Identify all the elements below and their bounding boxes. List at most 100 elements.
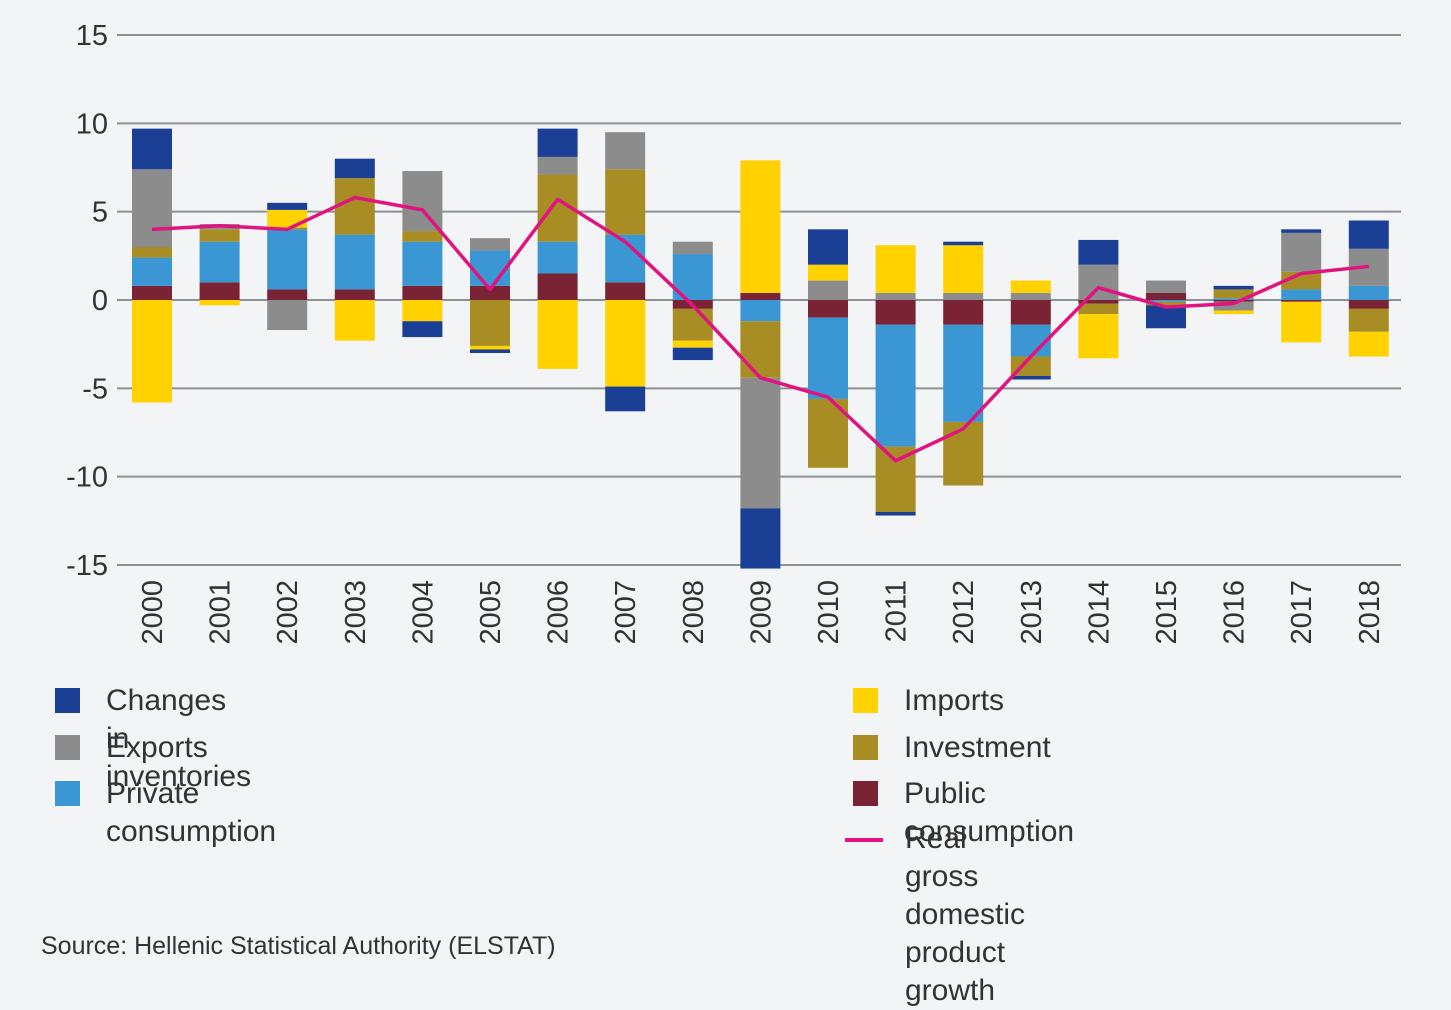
bar-segment [876,447,916,512]
x-tick-label: 2000 [137,580,169,645]
bar-segment [605,387,645,412]
bar-segment [943,325,983,422]
bar-segment [1349,300,1389,309]
bar-segment [402,286,442,300]
x-tick-label: 2007 [610,580,642,645]
legend-swatch [853,781,878,806]
bar-segment [335,300,375,341]
bar-segment [1281,289,1321,300]
bar-segment [740,321,780,378]
bar-segment [132,300,172,402]
x-tick-label: 2015 [1151,580,1183,645]
x-tick-label: 2002 [272,580,304,645]
bar-segment [1281,229,1321,233]
bar-segment [740,160,780,293]
bar-segment [538,300,578,369]
x-tick-label: 2017 [1286,580,1318,645]
legend-label: Real gross domestic product growth [905,820,1025,1010]
bar-segment [1214,300,1254,302]
bar-segment [132,286,172,300]
bar-segment [1011,376,1051,380]
bar-segment [943,422,983,486]
bar-segment [132,129,172,170]
bar-segment [267,229,307,289]
legend-item-real-gdp-growth: Real gross domestic product growth [845,820,1025,1010]
legend-label: Investment [904,729,1051,767]
legend-label: Exports [106,729,208,767]
bar-segment [943,245,983,293]
x-tick-label: 2016 [1219,580,1251,645]
bar-segment [673,348,713,360]
bar-segment [1078,314,1118,358]
y-tick-label: -15 [66,550,108,582]
x-tick-label: 2018 [1354,580,1386,645]
bar-segment [132,247,172,258]
bar-segment [740,293,780,300]
bar-segment [538,157,578,175]
bar-segment [876,325,916,447]
source-note: Source: Hellenic Statistical Authority (… [41,932,556,961]
bar-segment [470,349,510,353]
y-tick-label: -5 [82,373,108,405]
x-tick-label: 2004 [407,580,439,645]
bar-segment [538,274,578,301]
bar-segment [673,309,713,341]
legend-swatch [853,735,878,760]
bar-segment [335,178,375,235]
y-tick-label: 0 [92,285,108,317]
bar-segment [876,293,916,300]
x-tick-label: 2013 [1016,580,1048,645]
bar-segment [1281,300,1321,302]
bar-segment [1011,300,1051,325]
bar-segment [402,321,442,337]
x-tick-label: 2012 [948,580,980,645]
bar-segment [808,229,848,264]
bar-segment [402,231,442,242]
bar-segment [267,300,307,330]
y-tick-label: 5 [92,197,108,229]
x-tick-label: 2005 [475,580,507,645]
bar-segment [1078,304,1118,315]
bar-segment [943,293,983,300]
bar-segment [808,300,848,318]
bar-segment [876,300,916,325]
y-tick-label: 10 [76,108,108,140]
bar-segment [470,346,510,350]
bar-segment [200,300,240,305]
bar-segment [267,203,307,210]
bar-segment [876,512,916,516]
bar-segment [402,300,442,321]
bar-segment [538,129,578,157]
x-tick-label: 2003 [340,580,372,645]
bar-segment [1214,311,1254,315]
legend-label: Imports [904,682,1004,720]
bar-segment [335,159,375,178]
bar-segment [808,281,848,300]
x-tick-label: 2001 [205,580,237,645]
bar-segment [1011,281,1051,293]
legend-swatch [55,735,80,760]
legend-item-private-consumption: Private consumption [55,775,276,851]
x-tick-label: 2014 [1083,580,1115,645]
bar-segment [943,300,983,325]
bar-segment [740,378,780,509]
bar-segment [267,289,307,300]
legend-item-investment: Investment [853,729,1051,767]
bar-segment [132,169,172,247]
bar-segment [1281,233,1321,272]
y-tick-label: 15 [76,20,108,52]
legend-swatch [853,688,878,713]
bar-segment [470,238,510,250]
legend-swatch [55,688,80,713]
legend-item-exports: Exports [55,729,208,767]
bar-segment [538,242,578,274]
bar-segment [132,258,172,286]
bar-segment [1078,265,1118,300]
bar-segment [1011,293,1051,300]
bar-segment [200,242,240,283]
bar-segment [876,245,916,293]
bar-segment [402,171,442,231]
bar-segment [1214,286,1254,290]
bar-segment [402,242,442,286]
